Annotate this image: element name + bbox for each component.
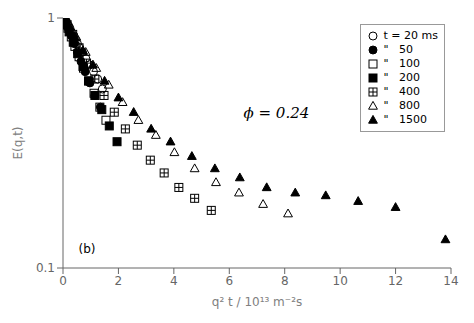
html-text:" 400: " 400 bbox=[383, 85, 421, 98]
html-text:" 50: " 50 bbox=[383, 43, 414, 56]
svg-text:1: 1 bbox=[47, 11, 55, 25]
html-text:" 100: " 100 bbox=[383, 57, 421, 70]
svg-text:q² t / 10¹³ m⁻²s: q² t / 10¹³ m⁻²s bbox=[212, 295, 302, 309]
html-text:t = 20 ms: t = 20 ms bbox=[383, 29, 438, 42]
html-text:ϕ = 0.24: ϕ = 0.24 bbox=[243, 104, 310, 122]
svg-text:2: 2 bbox=[115, 274, 123, 288]
html-text:(b): (b) bbox=[78, 241, 96, 256]
svg-text:10: 10 bbox=[333, 274, 348, 288]
svg-text:12: 12 bbox=[388, 274, 403, 288]
svg-text:14: 14 bbox=[443, 274, 458, 288]
svg-text:E(q,t): E(q,t) bbox=[11, 126, 25, 159]
html-text:" 1500: " 1500 bbox=[383, 113, 428, 126]
svg-text:8: 8 bbox=[281, 274, 289, 288]
html-text:" 200: " 200 bbox=[383, 71, 421, 84]
svg-text:0: 0 bbox=[59, 274, 67, 288]
svg-text:4: 4 bbox=[170, 274, 178, 288]
svg-text:6: 6 bbox=[225, 274, 233, 288]
svg-text:0.1: 0.1 bbox=[36, 261, 55, 275]
html-text:" 800: " 800 bbox=[383, 99, 421, 112]
